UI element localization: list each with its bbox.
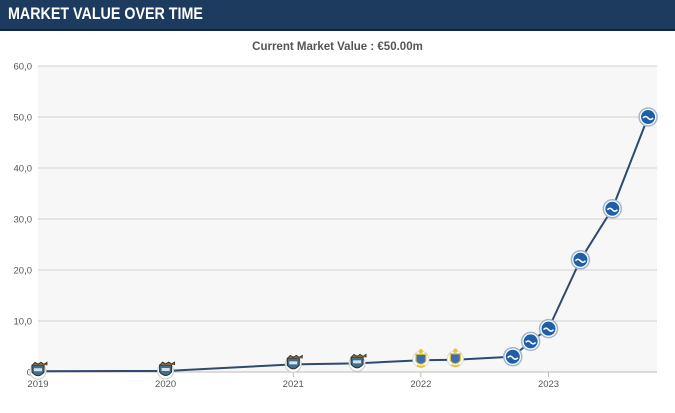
section-header: MARKET VALUE OVER TIME (0, 0, 675, 31)
y-tick-label: 30,0 (14, 215, 33, 226)
x-tick-label: 2023 (538, 379, 559, 390)
data-point-club-crest-b[interactable] (446, 348, 464, 368)
chart-subtitle: Current Market Value : €50.00m (252, 41, 423, 53)
x-tick-label: 2020 (155, 379, 176, 390)
market-value-chart: 010,020,030,040,050,060,0 2019 2020 2021 20… (14, 62, 658, 390)
x-tick-label: 2021 (283, 379, 304, 390)
data-point-club-crest-a[interactable] (284, 354, 303, 373)
x-tick-label: 2022 (410, 379, 431, 390)
y-tick-label: 50,0 (14, 113, 33, 124)
y-tick-label: 20,0 (14, 266, 33, 277)
data-point-club-crest-c[interactable] (570, 250, 591, 270)
data-markers (29, 107, 658, 380)
grid-lines (38, 65, 657, 373)
data-point-club-crest-b[interactable] (412, 349, 430, 368)
data-point-club-crest-a[interactable] (29, 361, 48, 380)
data-point-club-crest-a[interactable] (348, 353, 367, 372)
x-tick-label: 2019 (27, 379, 48, 390)
data-point-club-crest-c[interactable] (602, 199, 623, 219)
y-tick-label: 10,0 (14, 317, 33, 328)
y-tick-label: 60,0 (14, 62, 33, 73)
y-tick-label: 40,0 (14, 164, 33, 175)
section-title: MARKET VALUE OVER TIME (8, 4, 203, 23)
data-point-club-crest-c[interactable] (520, 331, 541, 352)
y-tick-label: 0 (27, 368, 32, 379)
data-point-club-crest-a[interactable] (157, 361, 176, 380)
x-axis: 2019 2020 2021 2022 2023 (27, 372, 559, 390)
data-point-club-crest-c[interactable] (638, 107, 658, 127)
data-point-club-crest-c[interactable] (538, 318, 559, 339)
data-point-club-crest-c[interactable] (503, 346, 523, 367)
y-axis: 0 10,0 20,0 30,0 40,0 50,0 60,0 (14, 62, 33, 379)
series-line (37, 116, 649, 373)
